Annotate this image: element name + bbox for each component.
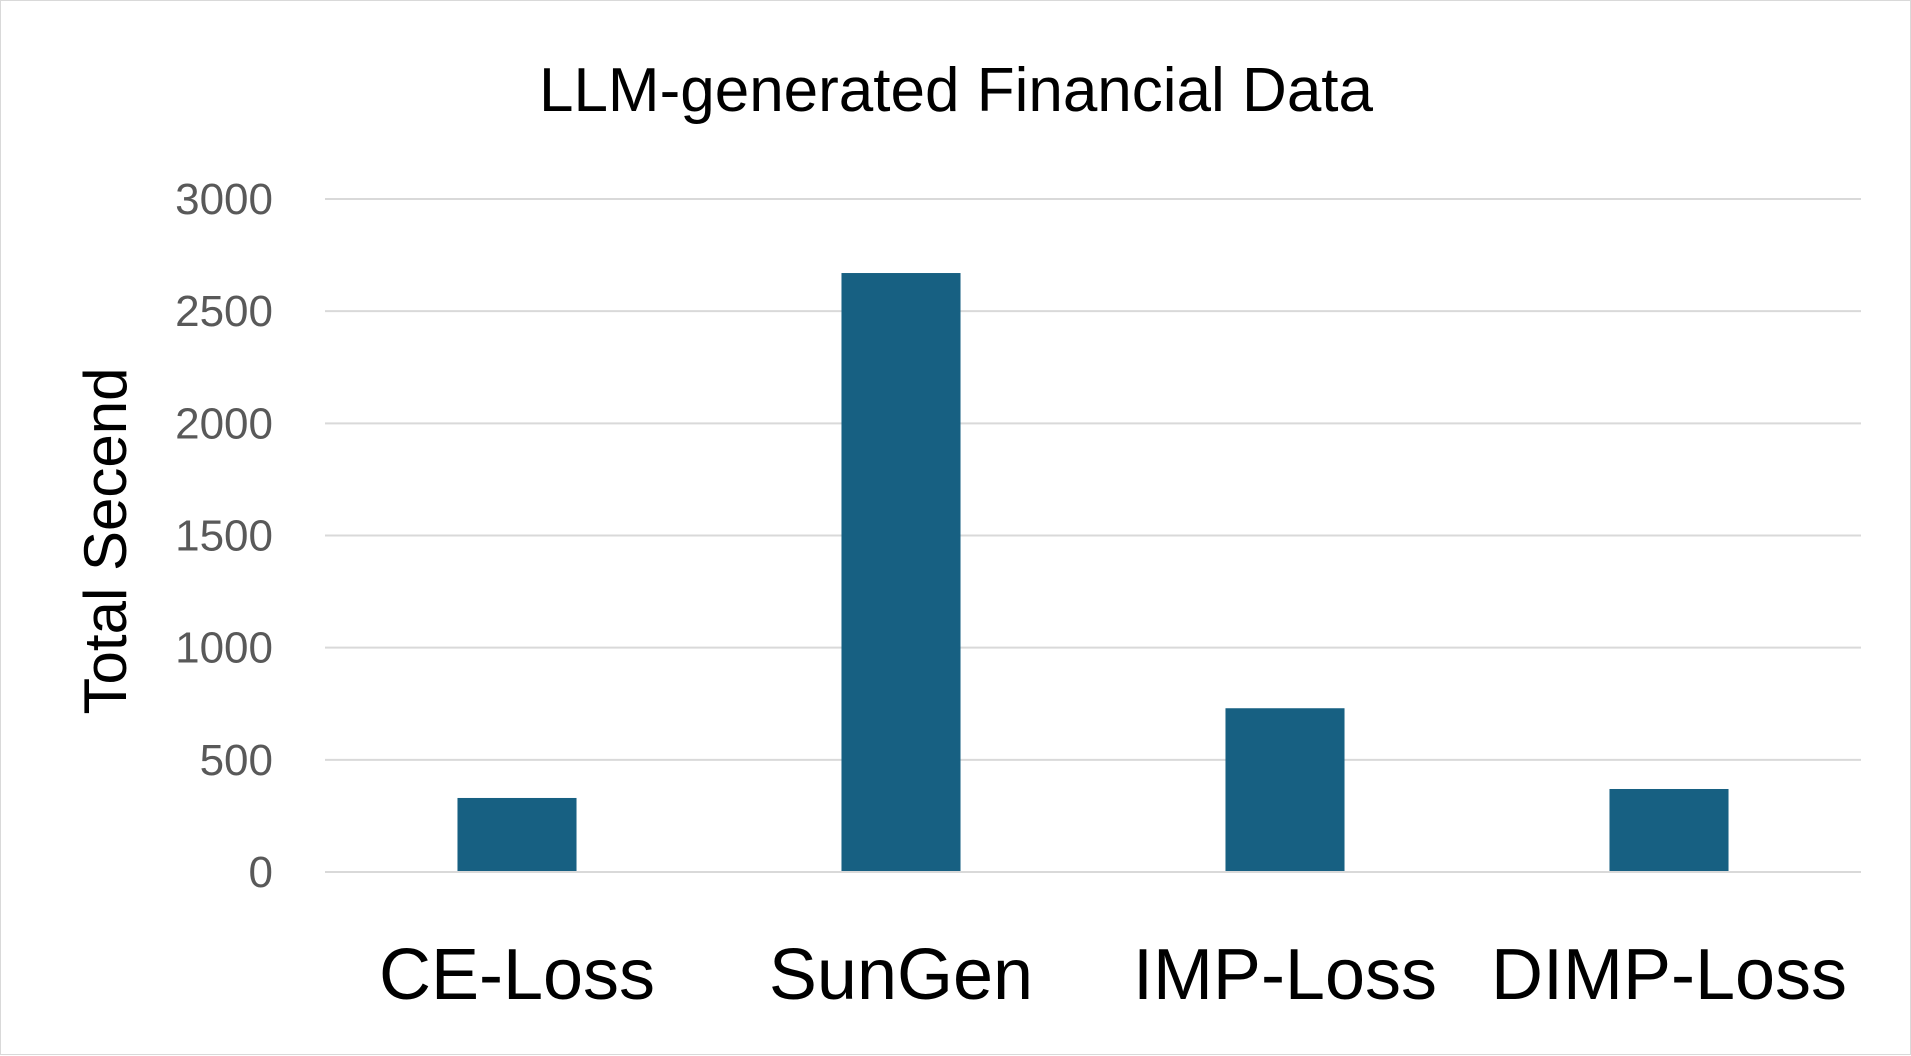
y-tick-label: 2500	[175, 287, 273, 336]
y-tick-label: 2000	[175, 399, 273, 448]
y-tick-label: 0	[249, 848, 273, 897]
bar-dimp-loss	[1609, 788, 1729, 872]
x-tick-label: IMP-Loss	[1133, 935, 1437, 1015]
bar-sungen	[841, 273, 961, 872]
y-tick-label: 1500	[175, 512, 273, 561]
x-tick-label: CE-Loss	[379, 935, 655, 1015]
y-axis-label: Total Secend	[72, 368, 139, 715]
chart-title: LLM-generated Financial Data	[539, 56, 1374, 125]
bar-ce-loss	[457, 797, 577, 872]
y-axis-ticks: 0 500 1000 1500 2000 2500 3000	[175, 175, 273, 897]
x-tick-label: DIMP-Loss	[1491, 935, 1847, 1015]
y-tick-label: 1000	[175, 624, 273, 673]
bar-imp-loss	[1225, 708, 1345, 872]
y-tick-label: 500	[200, 736, 273, 785]
y-tick-label: 3000	[175, 175, 273, 224]
x-axis-ticks: CE-Loss SunGen IMP-Loss DIMP-Loss	[379, 935, 1847, 1015]
x-tick-label: SunGen	[769, 935, 1033, 1015]
gridlines	[325, 198, 1861, 761]
bars	[457, 273, 1729, 872]
